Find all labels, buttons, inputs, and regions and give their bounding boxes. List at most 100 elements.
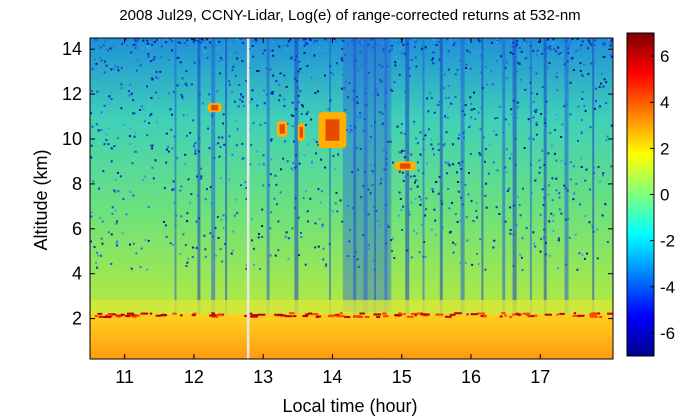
noise-speck — [263, 102, 266, 105]
noise-speck — [319, 111, 322, 114]
x-tick-label: 14 — [322, 367, 342, 387]
noise-speck — [367, 188, 370, 191]
noise-speck — [229, 43, 232, 46]
noise-speck — [474, 117, 477, 120]
noise-speck — [216, 90, 219, 93]
noise-speck — [192, 38, 195, 41]
layer-top-speck — [116, 315, 121, 318]
noise-speck — [335, 39, 337, 42]
noise-speck — [186, 212, 189, 215]
noise-speck — [221, 260, 224, 263]
noise-speck — [429, 92, 432, 95]
noise-speck — [124, 38, 127, 41]
noise-speck — [132, 99, 135, 102]
noise-speck — [466, 239, 469, 242]
noise-speck — [304, 190, 307, 193]
noise-speck — [251, 45, 254, 47]
noise-speck — [472, 220, 475, 222]
noise-speck — [341, 48, 344, 50]
noise-speck — [505, 171, 508, 174]
x-axis-label: Local time (hour) — [282, 396, 417, 416]
noise-speck — [470, 116, 473, 119]
layer-top-speck — [518, 314, 521, 317]
noise-speck — [452, 251, 455, 254]
noise-speck — [134, 43, 137, 46]
noise-speck — [522, 38, 525, 41]
noise-speck — [568, 43, 571, 46]
noise-speck — [130, 267, 133, 270]
noise-speck — [557, 53, 560, 56]
noise-speck — [195, 247, 198, 249]
layer-top-speck — [364, 316, 370, 318]
noise-speck — [97, 39, 100, 42]
noise-speck — [321, 223, 324, 226]
noise-speck — [297, 216, 300, 219]
noise-speck — [152, 177, 155, 180]
noise-speck — [105, 64, 108, 67]
noise-speck — [203, 83, 206, 86]
layer-top-speck — [211, 314, 215, 317]
noise-speck — [101, 220, 104, 223]
noise-speck — [601, 174, 604, 177]
noise-speck — [204, 248, 207, 251]
noise-speck — [252, 76, 255, 79]
noise-speck — [157, 77, 159, 80]
noise-speck — [360, 63, 363, 66]
noise-speck — [253, 263, 255, 266]
noise-speck — [206, 56, 209, 59]
noise-speck — [438, 100, 441, 103]
noise-speck — [430, 228, 433, 231]
noise-speck — [317, 188, 320, 191]
noise-speck — [478, 151, 481, 154]
noise-speck — [204, 46, 207, 49]
noise-speck — [356, 69, 359, 72]
noise-speck — [495, 40, 498, 43]
noise-speck — [605, 81, 608, 84]
noise-speck — [200, 177, 203, 180]
noise-speck — [318, 217, 321, 220]
noise-speck — [220, 56, 222, 59]
noise-speck — [388, 50, 391, 53]
layer-top-speck — [126, 312, 135, 315]
noise-speck — [111, 46, 114, 49]
noise-speck — [416, 185, 419, 188]
noise-speck — [539, 166, 542, 169]
noise-speck — [217, 136, 220, 139]
noise-speck — [258, 233, 260, 235]
noise-speck — [447, 188, 450, 190]
noise-speck — [305, 113, 308, 115]
noise-speck — [116, 81, 119, 84]
noise-speck — [526, 88, 529, 91]
noise-speck — [509, 113, 512, 116]
noise-speck — [459, 59, 462, 62]
noise-speck — [122, 198, 125, 201]
noise-speck — [324, 166, 327, 169]
noise-speck — [590, 62, 593, 65]
noise-speck — [245, 187, 248, 189]
noise-speck — [194, 149, 197, 152]
noise-speck — [584, 179, 587, 182]
noise-speck — [269, 227, 272, 230]
noise-speck — [340, 57, 343, 60]
noise-speck — [379, 111, 382, 114]
noise-speck — [250, 98, 253, 101]
noise-speck — [410, 256, 413, 259]
noise-speck — [218, 60, 221, 62]
noise-speck — [417, 105, 419, 108]
noise-speck — [193, 144, 195, 147]
noise-speck — [179, 41, 182, 44]
noise-speck — [95, 38, 97, 41]
noise-speck — [579, 203, 581, 206]
noise-speck — [419, 203, 422, 206]
noise-speck — [139, 109, 141, 111]
noise-speck — [549, 48, 552, 51]
layer-top-speck — [131, 314, 137, 317]
noise-speck — [341, 59, 344, 62]
noise-speck — [456, 181, 459, 183]
noise-speck — [426, 162, 428, 165]
noise-speck — [173, 201, 176, 204]
noise-speck — [458, 133, 461, 136]
noise-speck — [238, 84, 241, 86]
noise-speck — [139, 266, 142, 269]
layer-top-speck — [250, 314, 259, 317]
